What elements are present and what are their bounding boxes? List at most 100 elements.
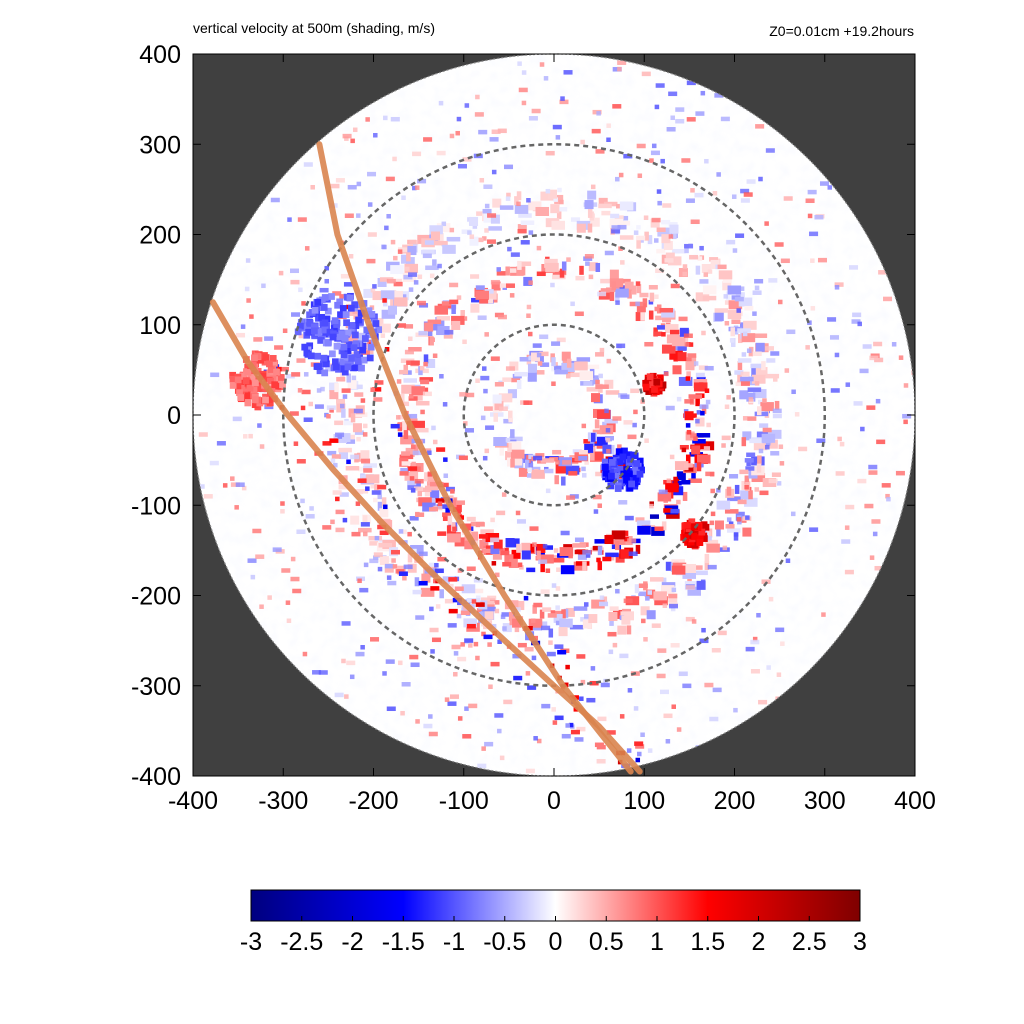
velocity-cell <box>576 654 586 659</box>
velocity-cell <box>470 303 480 313</box>
velocity-cell <box>358 489 364 495</box>
velocity-cell <box>752 374 766 384</box>
velocity-cell <box>696 539 704 546</box>
velocity-cell <box>456 295 462 300</box>
velocity-cell <box>321 294 329 301</box>
velocity-cell <box>650 150 660 156</box>
velocity-cell <box>568 471 578 476</box>
velocity-cell <box>382 244 387 250</box>
velocity-cell <box>580 617 590 622</box>
velocity-cell <box>229 375 237 383</box>
velocity-cell <box>643 637 648 642</box>
velocity-cell <box>724 509 739 514</box>
velocity-cell <box>491 561 497 566</box>
velocity-cell <box>839 441 845 447</box>
velocity-cell <box>324 307 332 315</box>
velocity-cell <box>596 759 606 764</box>
velocity-cell <box>418 497 432 507</box>
velocity-cell <box>531 108 541 114</box>
velocity-cell <box>612 642 618 648</box>
reference-circle-200 <box>372 233 736 597</box>
velocity-cell <box>374 380 384 385</box>
velocity-cell <box>332 490 342 495</box>
velocity-cell <box>404 349 414 355</box>
velocity-cell <box>397 432 403 437</box>
velocity-cell <box>338 447 352 453</box>
velocity-cell <box>672 248 686 254</box>
velocity-cell <box>687 353 697 358</box>
velocity-cell <box>817 257 827 263</box>
velocity-cell <box>752 389 767 399</box>
velocity-cell <box>345 341 353 349</box>
velocity-cell <box>722 545 728 551</box>
velocity-cell <box>401 254 411 264</box>
velocity-cell <box>604 250 614 256</box>
velocity-cell <box>761 433 776 443</box>
velocity-cell <box>222 483 228 488</box>
velocity-cell <box>757 455 762 465</box>
velocity-cell <box>642 383 650 391</box>
velocity-cell <box>314 298 322 306</box>
velocity-cell <box>669 329 680 335</box>
velocity-cell <box>507 389 517 399</box>
velocity-cell <box>547 189 557 199</box>
velocity-cell <box>513 675 523 681</box>
velocity-cell <box>615 300 620 305</box>
velocity-cell <box>607 468 614 476</box>
velocity-cell <box>448 577 458 582</box>
velocity-cell <box>539 351 549 357</box>
velocity-cell <box>355 316 362 324</box>
velocity-cell <box>400 435 414 445</box>
velocity-cell <box>606 448 611 454</box>
velocity-cell <box>640 606 650 616</box>
velocity-cell <box>635 744 645 749</box>
velocity-cell <box>555 464 570 474</box>
velocity-cell <box>638 591 652 597</box>
velocity-cell <box>688 394 703 399</box>
velocity-cell <box>492 198 502 208</box>
velocity-cell <box>645 596 650 601</box>
velocity-cell <box>236 332 246 338</box>
velocity-cell <box>464 103 470 108</box>
velocity-cell <box>355 501 361 506</box>
velocity-cell <box>651 623 661 628</box>
velocity-cell <box>731 194 737 199</box>
velocity-cell <box>550 204 560 214</box>
velocity-cell <box>538 559 548 565</box>
velocity-cell <box>741 352 747 357</box>
velocity-cell <box>241 485 247 491</box>
velocity-cell <box>684 342 690 347</box>
velocity-cell <box>344 694 349 699</box>
velocity-cell <box>594 742 604 748</box>
velocity-cell <box>479 299 489 304</box>
velocity-cell <box>661 219 671 225</box>
velocity-cell <box>410 360 420 366</box>
velocity-cell <box>602 463 609 471</box>
velocity-cell <box>668 222 678 227</box>
velocity-cell <box>324 339 332 347</box>
velocity-cell <box>330 183 340 189</box>
velocity-cell <box>367 171 377 177</box>
velocity-cell <box>737 358 752 363</box>
velocity-cell <box>529 543 535 553</box>
velocity-cell <box>834 352 840 358</box>
velocity-cell <box>710 259 720 269</box>
velocity-cell <box>267 595 272 600</box>
velocity-cell <box>668 234 674 239</box>
velocity-cell <box>561 261 567 271</box>
velocity-cell <box>270 197 280 203</box>
velocity-cell <box>627 538 637 543</box>
velocity-cell <box>509 436 523 442</box>
velocity-cell <box>401 195 406 201</box>
velocity-cell <box>374 484 379 494</box>
velocity-cell <box>377 277 387 287</box>
velocity-cell <box>390 549 401 555</box>
velocity-cell <box>735 233 745 238</box>
velocity-cell <box>390 265 404 275</box>
velocity-cell <box>532 604 537 614</box>
velocity-cell <box>353 412 368 417</box>
velocity-cell <box>250 574 256 580</box>
velocity-cell <box>343 420 353 426</box>
velocity-cell <box>545 568 551 573</box>
velocity-cell <box>465 392 475 398</box>
